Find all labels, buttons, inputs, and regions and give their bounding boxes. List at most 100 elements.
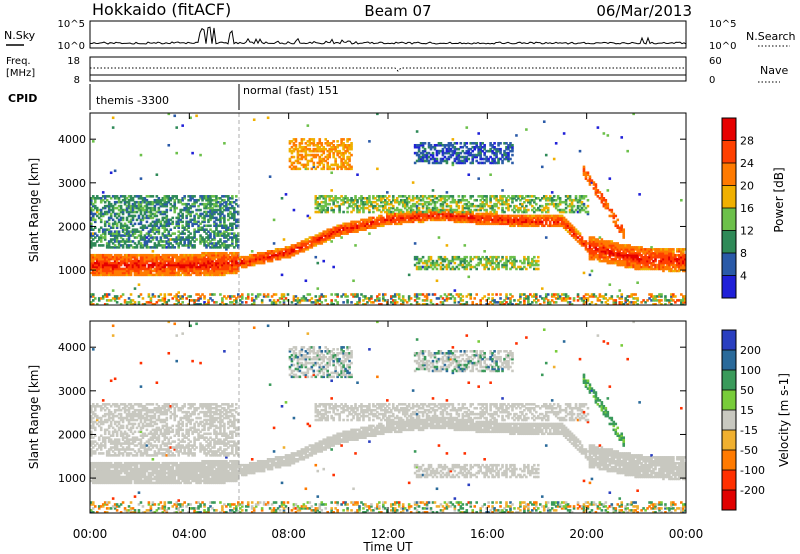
power-cell bbox=[155, 253, 159, 257]
power-cell bbox=[469, 153, 473, 157]
power-cell bbox=[268, 255, 272, 259]
power-cell bbox=[296, 251, 300, 255]
power-cell bbox=[157, 267, 161, 271]
power-cell bbox=[157, 263, 161, 267]
power-cell bbox=[352, 279, 355, 283]
power-cell bbox=[356, 224, 359, 228]
power-cell bbox=[193, 267, 196, 271]
power-cell bbox=[163, 210, 167, 214]
power-cell bbox=[568, 195, 572, 198]
power-cell bbox=[501, 301, 504, 304]
power-cell bbox=[129, 255, 133, 259]
power-cell bbox=[314, 202, 318, 206]
power-cell bbox=[191, 204, 194, 208]
power-cell bbox=[344, 167, 347, 171]
power-cell bbox=[519, 208, 522, 212]
power-cell bbox=[141, 197, 145, 200]
power-cell bbox=[580, 195, 584, 198]
power-cell bbox=[115, 246, 119, 249]
power-cell bbox=[431, 189, 435, 192]
power-cell bbox=[145, 269, 149, 273]
power-cell bbox=[338, 149, 341, 153]
power-cell bbox=[515, 222, 518, 226]
power-cell bbox=[525, 204, 528, 208]
power-cell bbox=[191, 267, 194, 271]
power-cell bbox=[525, 214, 528, 218]
power-cell bbox=[111, 297, 115, 300]
power-cell bbox=[101, 236, 105, 239]
power-cell bbox=[527, 195, 530, 198]
power-cell bbox=[475, 153, 478, 157]
power-cell bbox=[382, 200, 385, 204]
power-cell bbox=[137, 197, 141, 200]
power-cell bbox=[449, 293, 453, 296]
power-cell bbox=[443, 255, 447, 259]
power-cell bbox=[340, 195, 343, 198]
power-cell bbox=[115, 273, 119, 277]
power-cell bbox=[147, 257, 151, 261]
power-cell bbox=[115, 234, 119, 237]
power-cell bbox=[364, 295, 367, 298]
power-cell bbox=[296, 242, 300, 245]
power-cell bbox=[493, 142, 496, 145]
power-cell bbox=[175, 240, 179, 243]
power-cell bbox=[147, 224, 151, 228]
power-cell bbox=[163, 230, 167, 233]
power-cell bbox=[187, 261, 190, 265]
power-cell bbox=[501, 210, 504, 214]
power-cell bbox=[469, 147, 473, 151]
power-cell bbox=[294, 165, 298, 169]
power-cell bbox=[183, 240, 186, 243]
power-cell bbox=[368, 224, 371, 228]
power-cell bbox=[229, 197, 232, 200]
power-cell bbox=[479, 220, 482, 224]
power-cell bbox=[161, 197, 165, 200]
power-cell bbox=[451, 151, 455, 155]
power-cell bbox=[131, 263, 135, 267]
power-cell bbox=[529, 220, 532, 224]
power-cell bbox=[310, 153, 314, 157]
freq-tick-bottom: 8 bbox=[74, 75, 80, 86]
power-cell bbox=[99, 297, 103, 300]
power-cell bbox=[376, 202, 379, 206]
power-cell bbox=[107, 244, 111, 247]
power-cell bbox=[417, 143, 421, 147]
power-cell bbox=[167, 195, 171, 198]
power-cell bbox=[425, 299, 429, 302]
power-cell bbox=[578, 200, 582, 204]
power-cell bbox=[290, 253, 294, 257]
power-cell bbox=[388, 216, 391, 220]
power-cell bbox=[503, 157, 506, 161]
power-cell bbox=[199, 242, 202, 245]
power-cell bbox=[527, 301, 530, 304]
power-cell bbox=[433, 143, 437, 147]
power-cell bbox=[131, 228, 135, 231]
power-cell bbox=[344, 228, 347, 231]
power-cell bbox=[443, 198, 447, 202]
power-cell bbox=[419, 198, 423, 202]
power-cell bbox=[537, 259, 540, 263]
power-cell bbox=[191, 265, 194, 269]
power-cell bbox=[221, 242, 224, 245]
power-cell bbox=[125, 267, 129, 271]
power-cell bbox=[382, 299, 385, 302]
power-cell bbox=[207, 303, 210, 305]
power-cell bbox=[495, 153, 498, 157]
power-cell bbox=[101, 232, 105, 235]
power-cell bbox=[310, 244, 314, 247]
power-cell bbox=[260, 251, 264, 255]
power-cell bbox=[99, 255, 103, 259]
power-cell bbox=[326, 234, 329, 237]
power-cell bbox=[213, 301, 216, 304]
power-cell bbox=[229, 200, 232, 204]
power-cell bbox=[384, 299, 387, 302]
power-cell bbox=[310, 240, 314, 243]
power-cell bbox=[447, 197, 451, 200]
power-cell bbox=[121, 226, 125, 230]
power-cell bbox=[181, 263, 184, 267]
power-cell bbox=[491, 297, 494, 300]
power-cell bbox=[465, 255, 469, 259]
power-cell bbox=[195, 263, 198, 267]
power-cell bbox=[554, 216, 558, 220]
power-cell bbox=[431, 263, 435, 267]
